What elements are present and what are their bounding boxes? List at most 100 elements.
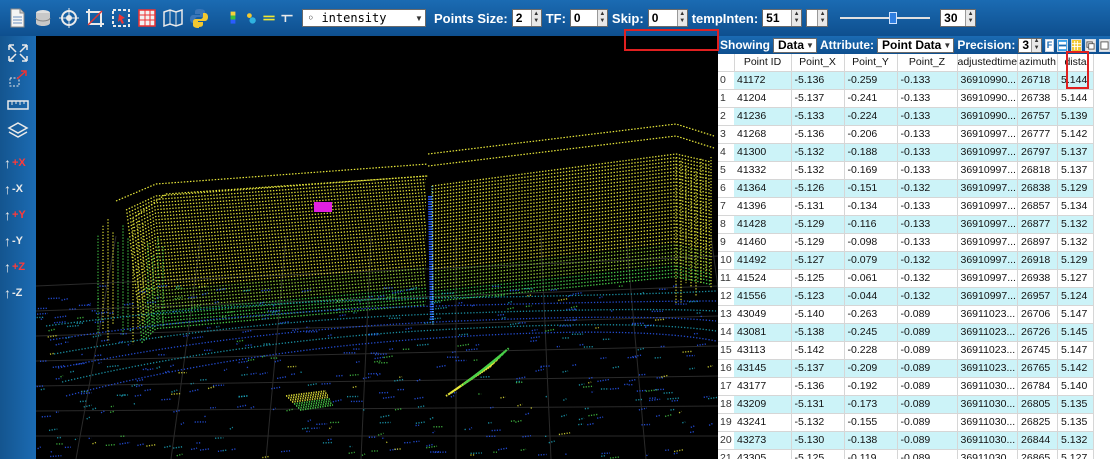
table-cell[interactable]: 26757 [1017, 107, 1059, 126]
table-cell[interactable]: -0.132 [897, 179, 958, 198]
grid-view-icon[interactable] [1071, 38, 1082, 52]
table-cell[interactable]: 26805 [1017, 395, 1059, 414]
table-cell[interactable]: -0.228 [844, 341, 898, 360]
table-row[interactable]: 1 41204 -5.137 -0.241 -0.133 36910990... 26738… [718, 89, 1095, 108]
table-cell[interactable]: 5.142 [1057, 359, 1095, 378]
table-cell[interactable]: 5.132 [1057, 215, 1095, 234]
zoom-selection-icon[interactable] [4, 68, 32, 90]
table-cell[interactable]: -0.263 [844, 305, 898, 324]
table-cell[interactable]: -5.126 [791, 179, 845, 198]
table-cell[interactable]: -5.123 [791, 287, 845, 306]
table-cell[interactable]: -5.138 [791, 323, 845, 342]
table-cell[interactable]: 36911023... [957, 305, 1019, 324]
row-index[interactable]: 20 [718, 431, 734, 450]
table-cell[interactable]: 43113 [734, 341, 792, 360]
table-cell[interactable]: -5.125 [791, 269, 845, 288]
table-cell[interactable]: 26784 [1017, 377, 1059, 396]
tf-spinbox[interactable]: 0 ▲ ▼ [569, 9, 608, 27]
table-cell[interactable]: -0.044 [844, 287, 898, 306]
row-index[interactable]: 3 [718, 125, 734, 144]
table-cell[interactable]: -5.129 [791, 233, 845, 252]
table-row[interactable]: 13 43049 -5.140 -0.263 -0.089 36911023... 2670… [718, 305, 1095, 324]
table-cell[interactable]: 36910997... [957, 269, 1019, 288]
table-row[interactable]: 8 41428 -5.129 -0.116 -0.133 36910997... 26877… [718, 215, 1095, 234]
table-cell[interactable]: 43177 [734, 377, 792, 396]
table-cell[interactable]: 36910997... [957, 251, 1019, 270]
table-cell[interactable]: -0.192 [844, 377, 898, 396]
color-mode-dropdown[interactable]: ◦ intensity ▼ [302, 9, 426, 27]
table-cell[interactable]: 26718 [1017, 71, 1059, 90]
table-cell[interactable]: -5.132 [791, 143, 845, 162]
column-header[interactable]: Point ID [734, 54, 792, 72]
table-cell[interactable]: -0.224 [844, 107, 898, 126]
table-cell[interactable]: -0.241 [844, 89, 898, 108]
table-row[interactable]: 15 43113 -5.142 -0.228 -0.089 36911023... 2674… [718, 341, 1095, 360]
row-index[interactable]: 6 [718, 179, 734, 198]
table-cell[interactable]: -0.132 [897, 251, 958, 270]
table-cell[interactable]: -0.089 [897, 359, 958, 378]
table-cell[interactable]: 26777 [1017, 125, 1059, 144]
column-header[interactable]: Point_Y [844, 54, 898, 72]
table-cell[interactable]: 43049 [734, 305, 792, 324]
table-cell[interactable]: -0.209 [844, 359, 898, 378]
table-cell[interactable]: -0.169 [844, 161, 898, 180]
table-cell[interactable]: -0.089 [897, 323, 958, 342]
table-cell[interactable]: 36910997... [957, 287, 1019, 306]
table-cell[interactable]: -0.133 [897, 197, 958, 216]
row-index[interactable]: 10 [718, 251, 734, 270]
table-cell[interactable]: 5.137 [1057, 143, 1095, 162]
table-cell[interactable]: -5.142 [791, 341, 845, 360]
table-cell[interactable]: 36910997... [957, 233, 1019, 252]
table-cell[interactable]: 5.140 [1057, 377, 1095, 396]
point-cloud-canvas[interactable] [36, 36, 718, 459]
row-index[interactable]: 12 [718, 287, 734, 306]
axis-view-button[interactable]: ↑ -Z [4, 280, 32, 306]
spin-arrows-icon[interactable]: ▲ ▼ [530, 10, 541, 26]
table-cell[interactable]: -0.133 [897, 215, 958, 234]
python-icon[interactable] [188, 7, 210, 29]
target-icon[interactable] [58, 7, 80, 29]
table-cell[interactable]: -0.089 [897, 395, 958, 414]
table-cell[interactable]: 41332 [734, 161, 792, 180]
table-cell[interactable]: 5.134 [1057, 197, 1095, 216]
spin-arrows-icon[interactable]: ▲ ▼ [1031, 38, 1042, 52]
table-cell[interactable]: 43305 [734, 449, 792, 459]
table-cell[interactable]: 36910997... [957, 161, 1019, 180]
column-header[interactable]: dista [1057, 54, 1095, 72]
table-row[interactable]: 9 41460 -5.129 -0.098 -0.133 36910997... 26897… [718, 233, 1095, 252]
table-row[interactable]: 12 41556 -5.123 -0.044 -0.132 36910997... 2695… [718, 287, 1095, 306]
row-index[interactable]: 14 [718, 323, 734, 342]
table-cell[interactable]: -0.155 [844, 413, 898, 432]
bar-tool-icon[interactable] [280, 7, 294, 29]
table-cell[interactable]: -5.130 [791, 431, 845, 450]
table-cell[interactable]: -5.137 [791, 89, 845, 108]
table-cell[interactable]: -0.206 [844, 125, 898, 144]
table-cell[interactable]: 5.144 [1057, 71, 1095, 90]
table-row[interactable]: 17 43177 -5.136 -0.192 -0.089 36911030... 2678… [718, 377, 1095, 396]
table-cell[interactable]: -0.079 [844, 251, 898, 270]
table-cell[interactable]: 36911030... [957, 395, 1019, 414]
table-row[interactable]: 19 43241 -5.132 -0.155 -0.089 36911030... 2682… [718, 413, 1095, 432]
table-cell[interactable]: 36911030... [957, 431, 1019, 450]
ruler-icon[interactable] [4, 94, 32, 116]
table-cell[interactable]: 36910990... [957, 89, 1019, 108]
table-cell[interactable]: -5.129 [791, 215, 845, 234]
table-cell[interactable]: -0.259 [844, 71, 898, 90]
table-cell[interactable]: 36910997... [957, 179, 1019, 198]
export-icon[interactable] [1099, 38, 1110, 52]
row-index[interactable]: 5 [718, 161, 734, 180]
column-header[interactable]: azimuth [1017, 54, 1059, 72]
table-row[interactable]: 4 41300 -5.132 -0.188 -0.133 36910997... 26797… [718, 143, 1095, 162]
table-cell[interactable]: 43145 [734, 359, 792, 378]
table-cell[interactable]: 26865 [1017, 449, 1059, 459]
table-row[interactable]: 16 43145 -5.137 -0.209 -0.089 36911023... 2676… [718, 359, 1095, 378]
points-size-spinbox[interactable]: 2 ▲ ▼ [511, 9, 542, 27]
table-cell[interactable]: -5.136 [791, 71, 845, 90]
skip-spinbox[interactable]: 0 ▲ ▼ [647, 9, 688, 27]
row-index[interactable]: 21 [718, 449, 734, 459]
table-cell[interactable]: 36911030... [957, 449, 1019, 459]
table-cell[interactable]: -0.138 [844, 431, 898, 450]
axis-view-button[interactable]: ↑ +X [4, 150, 32, 176]
table-cell[interactable]: -0.133 [897, 143, 958, 162]
slider-value-spinbox[interactable]: 30 ▲ ▼ [940, 9, 977, 27]
